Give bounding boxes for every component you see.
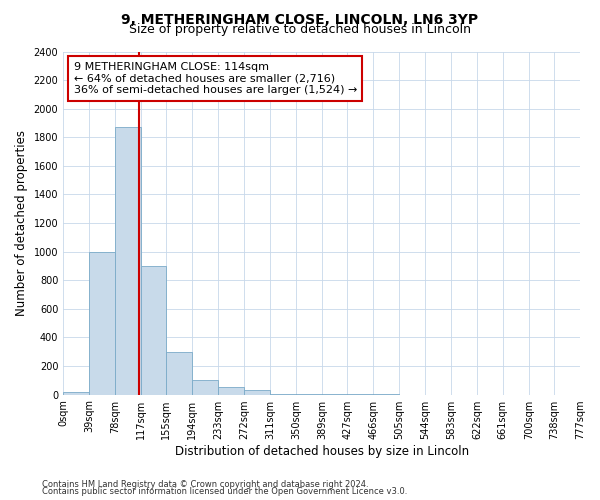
Text: Contains HM Land Registry data © Crown copyright and database right 2024.: Contains HM Land Registry data © Crown c… (42, 480, 368, 489)
Bar (63, 392, 89, 394)
Text: 9 METHERINGHAM CLOSE: 114sqm
← 64% of detached houses are smaller (2,716)
36% of: 9 METHERINGHAM CLOSE: 114sqm ← 64% of de… (74, 62, 357, 95)
Text: 9, METHERINGHAM CLOSE, LINCOLN, LN6 3YP: 9, METHERINGHAM CLOSE, LINCOLN, LN6 3YP (121, 12, 479, 26)
Bar (166, 352, 192, 395)
Bar (141, 266, 166, 394)
Text: Contains public sector information licensed under the Open Government Licence v3: Contains public sector information licen… (42, 488, 407, 496)
Text: Size of property relative to detached houses in Lincoln: Size of property relative to detached ho… (129, 22, 471, 36)
Bar (244, 390, 270, 394)
Y-axis label: Number of detached properties: Number of detached properties (15, 130, 28, 316)
Bar (218, 388, 244, 394)
Bar (192, 380, 218, 394)
X-axis label: Distribution of detached houses by size in Lincoln: Distribution of detached houses by size … (175, 444, 469, 458)
Bar (115, 128, 141, 394)
Bar (89, 252, 115, 394)
